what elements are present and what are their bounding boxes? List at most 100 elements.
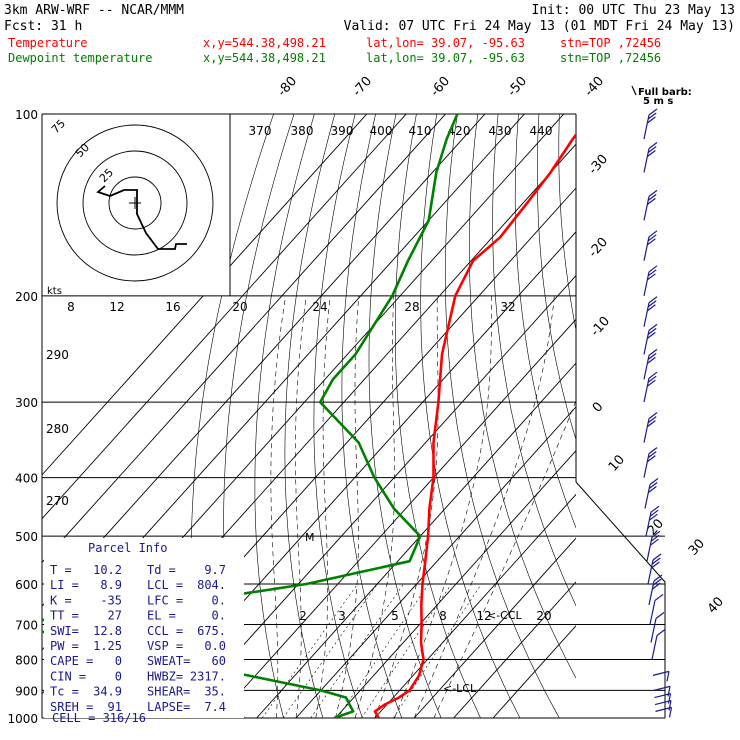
wind-barb-feather [650,534,660,542]
mixing-ratio-label: 12 [476,609,491,623]
parcel-info-value: 91 [108,700,122,714]
parcel-info-title: Parcel Info [88,541,167,555]
parcel-info-key: SHEAR= [147,685,190,699]
dry-adiabat-line [558,114,576,332]
wind-barb-staff [644,484,651,509]
wind-barb-feather [647,327,657,335]
wind-barb-feather [647,331,656,339]
hodograph-background [42,114,230,296]
wind-barb-feather [647,193,657,201]
parcel-info-key: SWI= [50,624,79,638]
mixing-ratio-label: 8 [439,609,447,623]
wind-barb [643,371,658,403]
pressure-tick-label: 600 [15,578,38,592]
pressure-tick-label: 200 [15,290,38,304]
parcel-info-value: 9.7 [204,563,226,577]
isotherm-label: 10 [606,452,628,474]
parcel-info-key: T = [50,563,72,577]
wind-barb-feather [647,300,657,308]
wind-barb-feather [652,578,662,586]
wind-barb-feather [647,304,656,312]
mixing-ratio-line [337,583,429,718]
mixing-ratio-label: 3 [338,609,346,623]
legend-temperature-latlon: lat,lon= 39.07, -95.63 [366,36,525,50]
parcel-info-value: 60 [212,654,226,668]
moist-adiabat-line [354,295,395,718]
wind-barb-staff [643,355,650,380]
parcel-info-key: LI = [50,578,79,592]
pressure-tick-label: 800 [15,653,38,667]
isotherm-label: -70 [350,74,375,100]
dewpoint-trace [42,114,459,718]
wind-barb-feather [649,509,659,517]
wind-barb [654,699,672,711]
parcel-info-key: CAPE = [50,654,93,668]
wind-barb-feather [647,451,657,459]
wind-barb-staff [650,618,657,643]
isotherm-line [295,406,576,718]
dry-adiabat-line [341,114,403,718]
wind-barb [648,574,663,606]
theta-label: 270 [46,494,69,508]
wind-barb-feather [647,234,657,242]
wind-barb-feather [656,628,666,636]
isotherm-line [42,114,368,476]
parcel-info-value: 2317. [190,669,226,683]
wind-barb [650,612,665,643]
wind-barb-feather [655,612,665,620]
wind-barb-feather [647,356,656,364]
wind-barb-feather [647,238,656,246]
legend-dewpoint-xy: x,y=544.38,498.21 [203,51,326,65]
temperature-trace [373,132,576,718]
theta-label: 370 [249,124,272,138]
parcel-info-key: EL = [147,609,176,623]
dry-adiabat-line [514,114,576,529]
wind-barb-staff [643,148,650,173]
wind-barb-feather [654,593,664,601]
legend-temperature-xy: x,y=544.38,498.21 [203,36,326,50]
wind-barb [646,530,661,562]
wind-barb-staff [646,537,653,562]
wind-barb-staff [643,114,650,140]
wind-barb [643,348,658,380]
mixing-ratio-line [393,583,482,718]
wind-barb-feather [647,352,657,360]
wind-barb-staff [643,418,650,443]
isotherm-line [453,581,576,718]
parcel-info-key: SREH = [50,700,93,714]
parcel-info-key: CIN = [50,669,86,683]
isotherm-line [216,318,576,718]
isotherm-line [42,114,446,564]
speed-scale-label: 8 [67,300,75,314]
parcel-info-value: 0. [212,593,226,607]
speed-scale-label: 16 [165,300,180,314]
mixing-ratio-label: 20 [536,609,551,623]
theta-label: 430 [489,124,512,138]
wind-barb-feather [648,323,658,331]
wind-barb-feather [648,348,658,356]
legend-temperature-station: stn=TOP ,72456 [560,36,661,50]
wind-barb-flag [666,671,670,682]
pressure-tick-label: 300 [15,396,38,410]
pressure-tick-label: 400 [15,472,38,486]
isotherm-line [374,493,576,718]
isotherm-line [177,274,576,718]
parcel-info-key: SWEAT= [147,654,190,668]
isotherm-label: -30 [586,152,611,178]
parcel-info-key: LFC = [147,593,183,607]
wind-barb-feather [647,269,657,277]
theta-label: 390 [331,124,354,138]
wind-barb-feather [648,482,658,490]
mixing-ratio-line [282,583,378,718]
wind-barb-feather [647,150,656,158]
dry-adiabat-line [284,114,336,718]
theta-label: 420 [448,124,471,138]
header-forecast: Fcst: 31 h [4,19,82,34]
wind-barb-staff [643,330,650,355]
wind-barb [643,323,658,355]
dry-adiabat-line [394,114,481,718]
wind-barb-feather [648,296,658,304]
